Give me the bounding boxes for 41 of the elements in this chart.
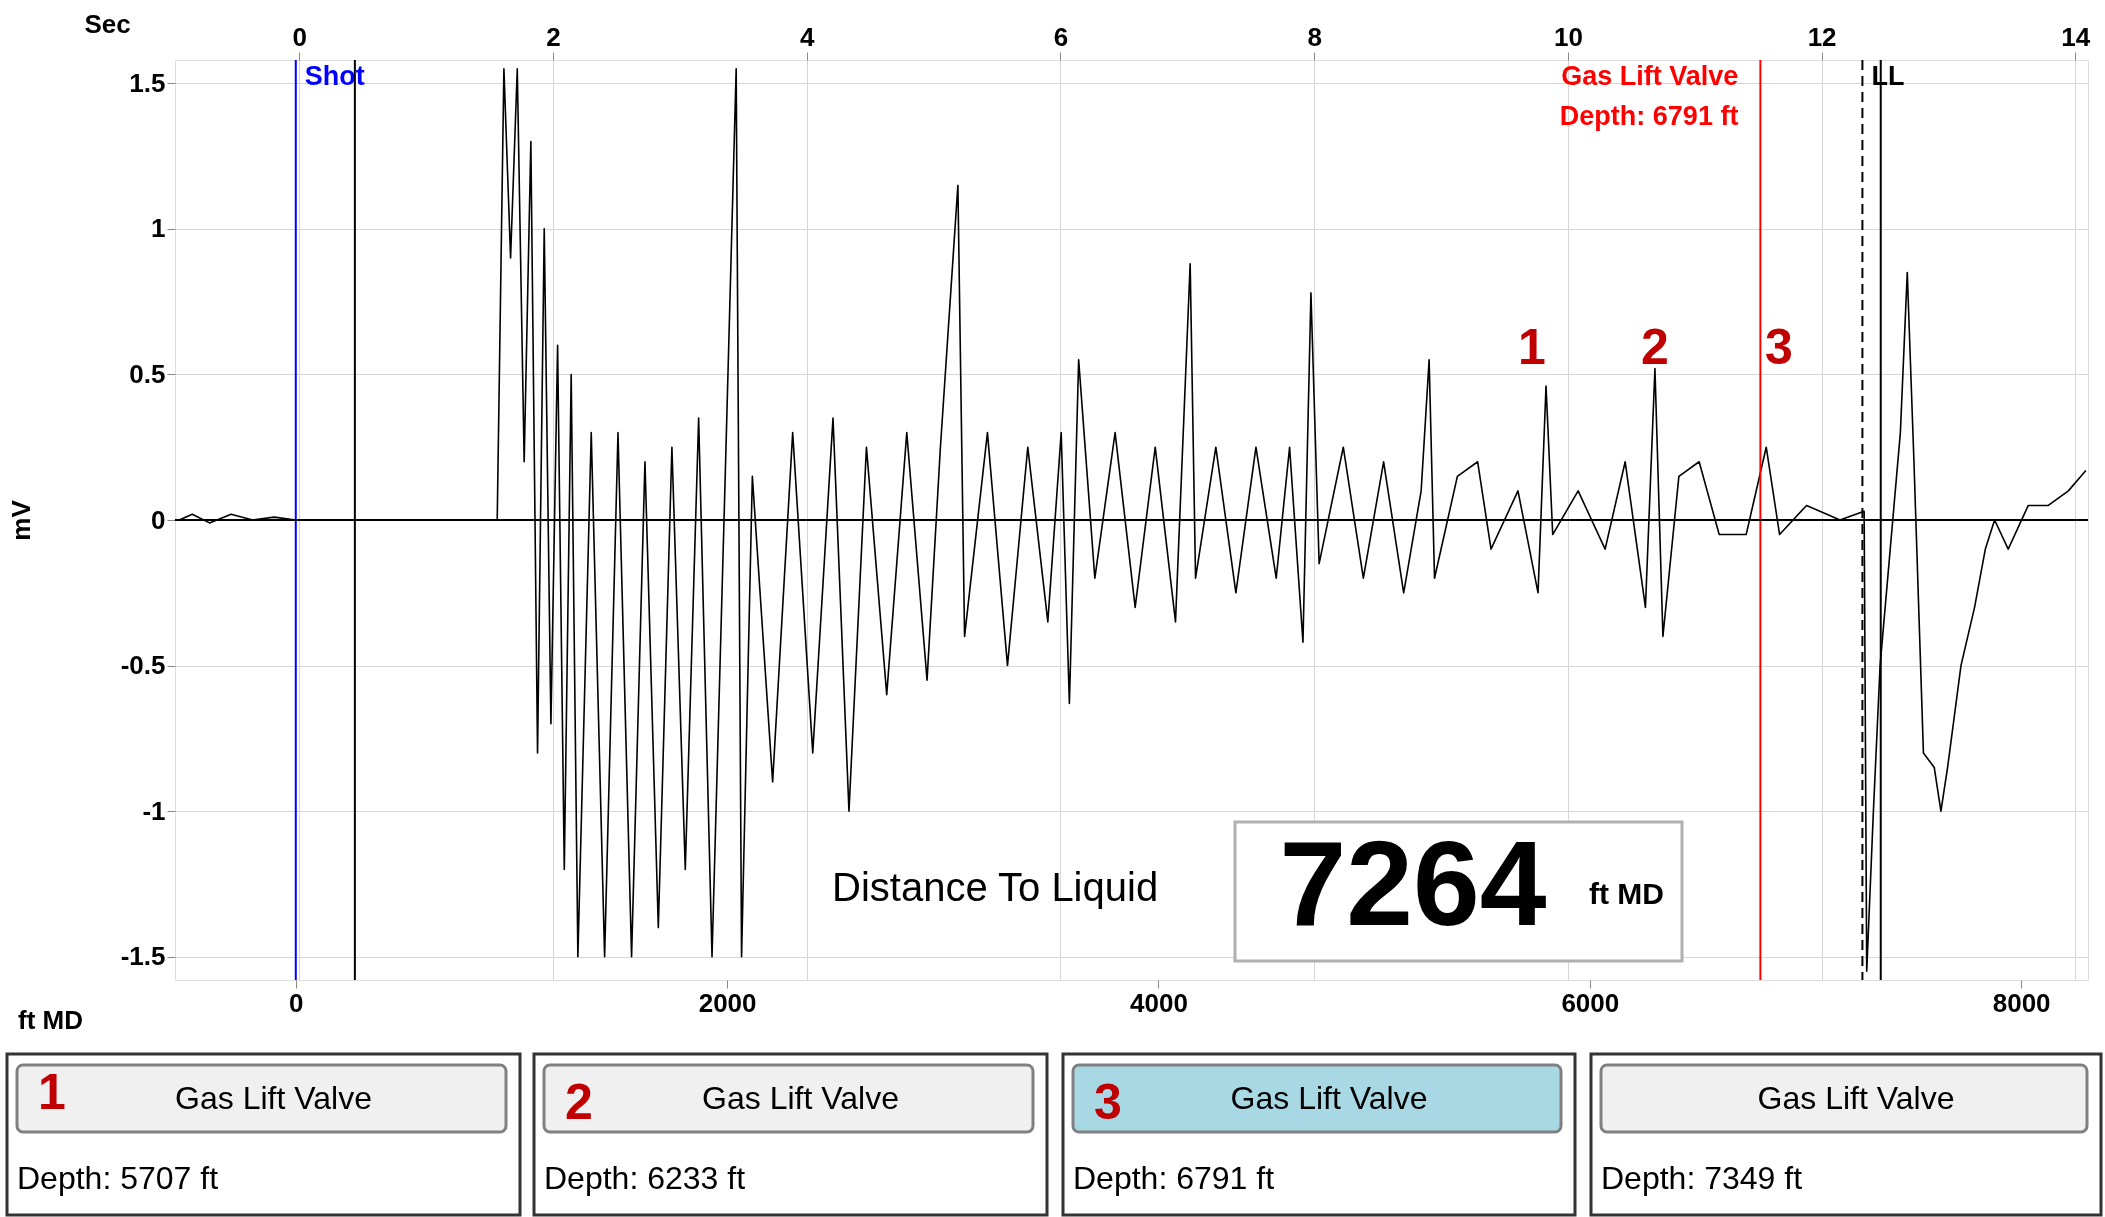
- x-tick-label: 0: [289, 987, 304, 1018]
- x2-axis-title: Sec: [84, 8, 131, 39]
- text: Depth: 5707 ft: [17, 1160, 219, 1196]
- annotation: 7264: [1279, 816, 1547, 950]
- y-tick-label: 1.5: [129, 67, 166, 98]
- annotation: 3: [1765, 319, 1793, 375]
- x2-tick-label: 10: [1553, 21, 1583, 52]
- y-tick-label: -0.5: [120, 650, 166, 681]
- x2-tick-label: 0: [292, 21, 308, 52]
- x-tick-label: 2000: [698, 987, 757, 1018]
- x2-tick-label: 4: [800, 21, 816, 52]
- text: Gas Lift Valve: [175, 1080, 372, 1116]
- x-tick-label: 4000: [1130, 987, 1188, 1018]
- y-axis-title: mV: [5, 499, 36, 541]
- y-tick-label: 1: [151, 213, 166, 244]
- text: 1: [38, 1064, 66, 1120]
- x-tick-label: 8000: [1992, 987, 2051, 1018]
- x2-tick-label: 6: [1053, 21, 1069, 52]
- text: 2: [565, 1074, 593, 1130]
- ref-line-label: Gas Lift Valve Depth: 6791 ft: [1559, 61, 1739, 131]
- x2-tick-label: 12: [1807, 21, 1837, 52]
- annotation: 2: [1641, 319, 1669, 375]
- annotation: 1: [1518, 319, 1546, 375]
- x2-tick-label: 8: [1307, 21, 1322, 52]
- text: Gas Lift Valve: [702, 1080, 899, 1116]
- y-tick-label: 0.5: [129, 358, 166, 389]
- text: Depth: 6791 ft: [1073, 1160, 1275, 1196]
- text: 3: [1094, 1074, 1122, 1130]
- annotation: ft MD: [1589, 877, 1664, 910]
- y-tick-label: 0: [151, 504, 166, 535]
- y-tick-label: -1: [142, 795, 166, 826]
- x-tick-label: 6000: [1561, 987, 1620, 1018]
- text: Gas Lift Valve: [1757, 1080, 1955, 1116]
- text: Depth: 6233 ft: [544, 1160, 746, 1196]
- x2-tick-label: 14: [2061, 21, 2091, 52]
- text: Depth: 7349 ft: [1601, 1160, 1803, 1196]
- text: Gas Lift Valve: [1230, 1080, 1428, 1116]
- x2-tick-label: 2: [546, 21, 561, 52]
- y-tick-label: -1.5: [120, 941, 166, 972]
- annotation: Distance To Liquid: [832, 865, 1159, 909]
- x-axis-title: ft MD: [18, 1004, 83, 1035]
